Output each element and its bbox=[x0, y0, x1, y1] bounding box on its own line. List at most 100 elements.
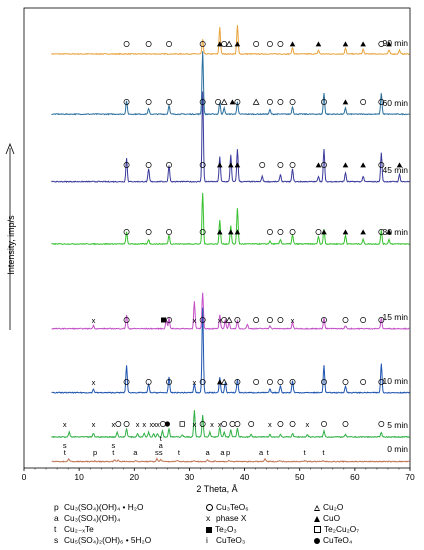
phase-marker: a bbox=[206, 448, 211, 457]
legend-text: CuTeO₃ bbox=[216, 535, 246, 545]
legend-symbol bbox=[206, 526, 212, 533]
phase-marker bbox=[315, 41, 322, 47]
phase-marker: x bbox=[210, 420, 214, 429]
x-tick-label: 0 bbox=[22, 472, 27, 482]
phase-marker: x bbox=[92, 378, 96, 387]
svg-text:x: x bbox=[291, 316, 295, 325]
phase-marker bbox=[360, 99, 367, 105]
phase-marker bbox=[342, 317, 349, 323]
phase-marker: x bbox=[306, 420, 310, 429]
phase-marker bbox=[179, 421, 185, 427]
phase-marker: a bbox=[259, 448, 264, 457]
x-tick-label: 70 bbox=[405, 472, 415, 482]
phase-marker: t bbox=[322, 448, 325, 457]
legend-item: CuO bbox=[314, 513, 340, 523]
phase-marker bbox=[266, 99, 273, 105]
svg-text:x: x bbox=[193, 316, 197, 325]
phase-marker bbox=[145, 99, 152, 105]
svg-text:x: x bbox=[218, 316, 222, 325]
phase-marker bbox=[266, 317, 273, 323]
phase-marker bbox=[277, 229, 284, 235]
legend-item: Te₂O₃ bbox=[206, 524, 237, 534]
phase-marker bbox=[378, 379, 385, 385]
phase-marker bbox=[378, 162, 385, 168]
phase-marker bbox=[289, 99, 296, 105]
phase-marker bbox=[342, 41, 349, 47]
phase-marker bbox=[115, 421, 122, 427]
phase-marker: x bbox=[218, 420, 222, 429]
svg-text:x: x bbox=[306, 420, 310, 429]
phase-marker: t bbox=[178, 448, 181, 457]
phase-marker: s bbox=[159, 448, 163, 457]
phase-marker bbox=[229, 421, 236, 427]
phase-marker bbox=[123, 229, 130, 235]
svg-text:x: x bbox=[268, 420, 272, 429]
series-line bbox=[51, 91, 410, 183]
phase-marker bbox=[360, 317, 367, 323]
svg-text:x: x bbox=[136, 420, 140, 429]
phase-marker: a bbox=[220, 448, 225, 457]
phase-marker bbox=[123, 317, 130, 323]
phase-marker: x bbox=[92, 316, 96, 325]
series-line bbox=[51, 410, 410, 439]
phase-marker: t bbox=[304, 448, 307, 457]
x-axis-label: 2 Theta, Å bbox=[196, 484, 237, 494]
phase-marker bbox=[229, 99, 236, 105]
legend-item: p Cu₃(SO₄)(OH)₄ • H₂O bbox=[54, 502, 143, 512]
phase-marker bbox=[378, 229, 385, 235]
phase-marker bbox=[315, 229, 322, 235]
phase-marker bbox=[221, 421, 228, 427]
phase-marker bbox=[277, 317, 284, 323]
phase-marker: x bbox=[92, 420, 96, 429]
phase-marker bbox=[234, 162, 241, 168]
legend-text: CuO bbox=[323, 513, 341, 523]
legend-symbol: s bbox=[54, 535, 59, 545]
legend-text: CuTeO₄ bbox=[323, 535, 353, 545]
phase-marker bbox=[234, 229, 241, 235]
phase-marker bbox=[166, 379, 172, 385]
phase-marker: x bbox=[111, 420, 115, 429]
legend-item: Cu₃TeO₆ bbox=[206, 502, 249, 512]
phase-marker bbox=[216, 41, 223, 47]
phase-marker bbox=[386, 229, 392, 235]
svg-text:a: a bbox=[159, 441, 164, 450]
y-axis-arrowhead bbox=[5, 142, 15, 155]
phase-marker bbox=[360, 229, 366, 235]
legend-text: Cu₃TeO₆ bbox=[216, 502, 249, 512]
phase-marker: s bbox=[155, 448, 159, 457]
legend-symbol: i bbox=[206, 535, 208, 545]
series-label: 10 min bbox=[382, 376, 408, 386]
phase-marker bbox=[221, 41, 228, 47]
phase-marker bbox=[289, 41, 296, 47]
phase-marker: x bbox=[193, 420, 197, 429]
phase-marker: x bbox=[136, 420, 140, 429]
svg-text:a: a bbox=[206, 448, 211, 457]
legend-symbol: p bbox=[54, 502, 59, 512]
phase-marker: x bbox=[142, 420, 146, 429]
legend-symbol bbox=[206, 504, 213, 512]
phase-marker bbox=[199, 162, 206, 168]
phase-marker bbox=[289, 162, 296, 168]
legend-text: Cu₂₋ₓTe bbox=[64, 524, 94, 534]
svg-text:x: x bbox=[92, 378, 96, 387]
svg-text:a: a bbox=[259, 448, 264, 457]
phase-marker bbox=[253, 317, 260, 323]
phase-marker bbox=[315, 162, 322, 168]
svg-text:x: x bbox=[92, 420, 96, 429]
phase-marker bbox=[234, 317, 241, 323]
svg-text:x: x bbox=[218, 420, 222, 429]
phase-marker: a bbox=[133, 448, 138, 457]
phase-marker bbox=[166, 41, 172, 47]
phase-marker bbox=[215, 99, 222, 105]
phase-marker bbox=[253, 379, 260, 385]
legend-text: Te₂O₃ bbox=[215, 524, 237, 534]
phase-marker: t bbox=[267, 448, 270, 457]
legend-item: i CuTeO₃ bbox=[206, 535, 245, 545]
phase-marker bbox=[199, 317, 206, 323]
series-line bbox=[51, 25, 410, 56]
phase-marker bbox=[234, 421, 241, 427]
phase-marker bbox=[321, 379, 327, 385]
phase-marker bbox=[342, 421, 349, 427]
svg-text:s: s bbox=[63, 441, 67, 450]
legend-symbol bbox=[314, 515, 320, 522]
